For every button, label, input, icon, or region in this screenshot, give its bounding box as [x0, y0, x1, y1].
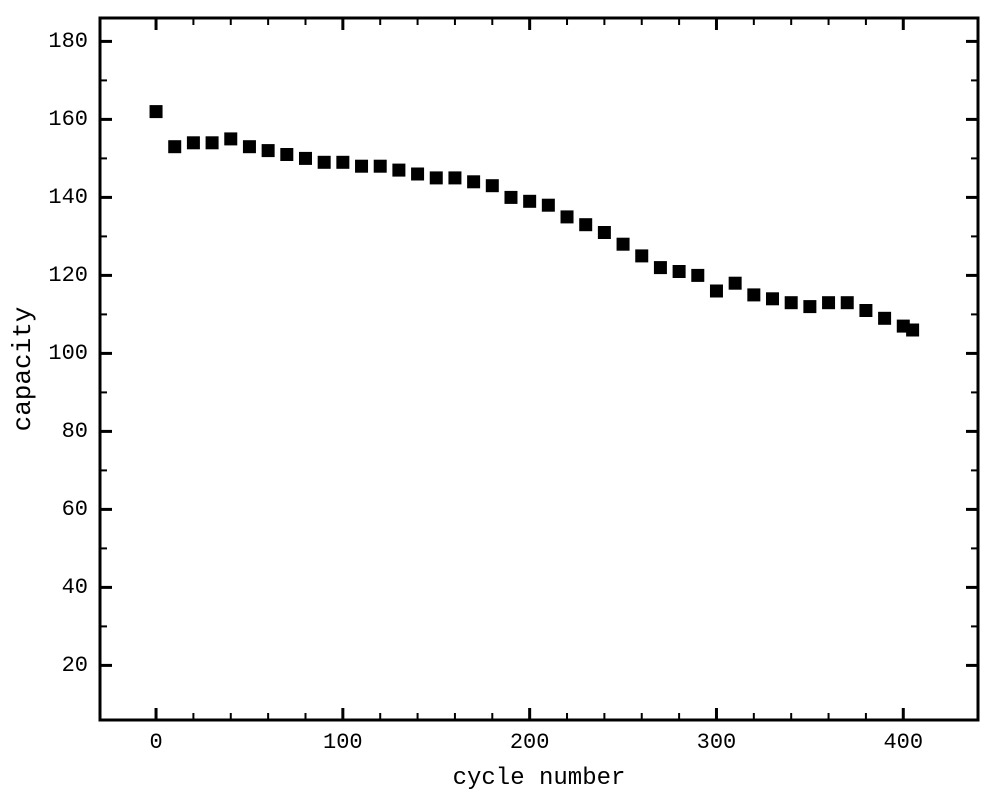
data-point	[906, 324, 919, 337]
data-point	[841, 296, 854, 309]
x-tick-label: 200	[510, 730, 550, 755]
data-point	[561, 210, 574, 223]
data-point	[673, 265, 686, 278]
data-point	[448, 171, 461, 184]
data-point	[392, 164, 405, 177]
data-point	[411, 168, 424, 181]
data-point	[598, 226, 611, 239]
data-point	[859, 304, 872, 317]
data-point	[168, 140, 181, 153]
y-tick-label: 40	[62, 575, 88, 600]
data-point	[430, 171, 443, 184]
data-point	[355, 160, 368, 173]
data-point	[504, 191, 517, 204]
data-point	[729, 277, 742, 290]
data-point	[374, 160, 387, 173]
data-point	[318, 156, 331, 169]
y-tick-label: 60	[62, 497, 88, 522]
y-tick-label: 120	[48, 263, 88, 288]
data-point	[766, 292, 779, 305]
data-point	[822, 296, 835, 309]
data-point	[187, 136, 200, 149]
data-point	[280, 148, 293, 161]
x-tick-label: 300	[697, 730, 737, 755]
x-tick-label: 0	[149, 730, 162, 755]
data-point	[617, 238, 630, 251]
y-tick-label: 160	[48, 107, 88, 132]
data-point	[243, 140, 256, 153]
data-point	[878, 312, 891, 325]
data-point	[803, 300, 816, 313]
y-tick-label: 20	[62, 653, 88, 678]
data-point	[150, 105, 163, 118]
data-point	[579, 218, 592, 231]
data-point	[542, 199, 555, 212]
data-point	[635, 249, 648, 262]
data-point	[486, 179, 499, 192]
y-tick-label: 100	[48, 341, 88, 366]
y-tick-label: 80	[62, 419, 88, 444]
y-tick-label: 180	[48, 29, 88, 54]
capacity-vs-cycle-chart: 0 100 200 300 400 cycle number 20 40 60 80 100 120 1…	[0, 0, 1000, 811]
data-point	[654, 261, 667, 274]
data-point	[336, 156, 349, 169]
data-point	[262, 144, 275, 157]
y-axis-label: capacity	[8, 307, 38, 432]
data-point	[299, 152, 312, 165]
y-tick-label: 140	[48, 185, 88, 210]
data-point	[206, 136, 219, 149]
data-point	[523, 195, 536, 208]
data-point	[747, 288, 760, 301]
data-point	[224, 132, 237, 145]
x-tick-label: 100	[323, 730, 363, 755]
data-point	[467, 175, 480, 188]
data-point	[691, 269, 704, 282]
chart-svg: 0 100 200 300 400 cycle number 20 40 60 80 100 120 1…	[0, 0, 1000, 811]
data-point	[710, 285, 723, 298]
data-point	[785, 296, 798, 309]
x-axis-label: cycle number	[453, 765, 626, 792]
x-tick-label: 400	[883, 730, 923, 755]
